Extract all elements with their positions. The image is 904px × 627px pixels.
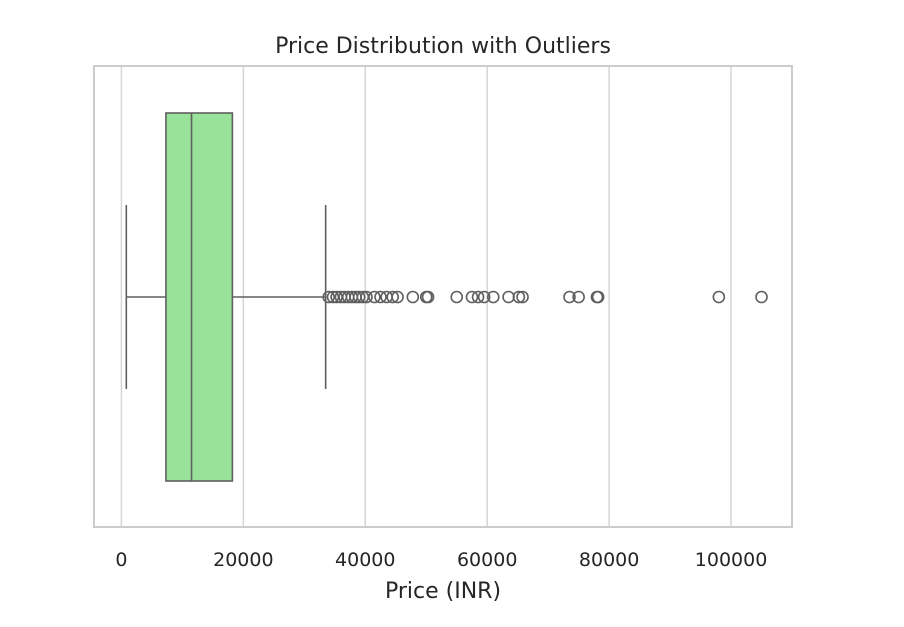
- outlier-point: [352, 290, 366, 304]
- chart-title: Price Distribution with Outliers: [275, 34, 611, 59]
- outlier-point: [563, 290, 576, 304]
- outlier-point: [450, 290, 464, 304]
- outlier-point: [755, 290, 768, 304]
- x-tick-label: 40000: [335, 549, 395, 571]
- iqr-box: [165, 112, 234, 482]
- x-tick-label: 20000: [213, 549, 273, 571]
- x-tick-label: 100000: [695, 549, 768, 571]
- x-tick-label: 80000: [579, 549, 639, 571]
- x-axis-label: Price (INR): [385, 579, 501, 604]
- outlier-point: [572, 290, 585, 304]
- outlier-point: [368, 290, 381, 304]
- x-tick-labels: 0 20000 40000 60000 80000 100000: [115, 549, 767, 571]
- outlier-point: [465, 290, 479, 304]
- x-tick-label: 0: [115, 549, 127, 571]
- outlier-points: [322, 290, 768, 304]
- box-plot: [125, 112, 327, 482]
- outlier-point: [486, 290, 500, 304]
- outlier-point: [322, 290, 335, 304]
- outlier-point: [477, 290, 491, 304]
- outlier-point: [712, 290, 726, 304]
- outlier-point: [516, 290, 529, 304]
- outlier-point: [406, 290, 420, 304]
- outlier-point: [374, 290, 387, 304]
- outlier-point: [391, 290, 404, 304]
- outlier-point: [386, 290, 400, 304]
- outlier-point: [471, 290, 485, 304]
- outlier-point: [360, 290, 373, 304]
- x-tick-label: 60000: [457, 549, 517, 571]
- outlier-point: [591, 290, 605, 304]
- outlier-point: [421, 290, 435, 304]
- outlier-point: [512, 290, 526, 304]
- plot-frame: [93, 65, 793, 528]
- outlier-point: [502, 290, 515, 304]
